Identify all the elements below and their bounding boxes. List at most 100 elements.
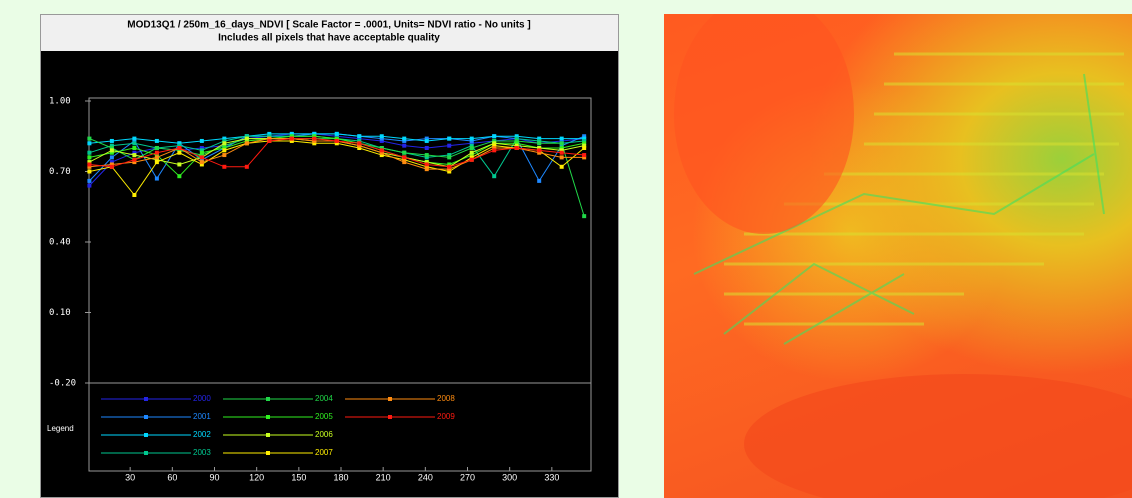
data-point <box>424 138 429 143</box>
data-point <box>177 146 182 150</box>
data-point <box>514 134 519 139</box>
data-point <box>154 176 159 181</box>
data-point <box>244 141 249 146</box>
data-point <box>154 153 159 158</box>
data-point <box>109 150 114 155</box>
data-point <box>109 143 114 148</box>
data-point <box>402 136 407 141</box>
data-point <box>109 146 114 150</box>
data-point <box>582 214 587 219</box>
data-point <box>469 138 474 143</box>
data-point <box>559 164 564 169</box>
data-point <box>267 131 272 136</box>
data-point <box>582 138 587 143</box>
data-point <box>154 160 159 165</box>
x-tick-label: 180 <box>333 472 348 482</box>
data-point <box>289 136 294 141</box>
data-point <box>87 160 92 165</box>
plot-frame <box>88 97 592 472</box>
data-point <box>514 136 519 141</box>
data-point <box>177 162 182 167</box>
data-point <box>132 138 137 143</box>
data-point <box>559 136 564 141</box>
legend-swatch-marker <box>266 433 270 437</box>
data-point <box>537 136 542 141</box>
data-point <box>312 138 317 143</box>
x-tick-label: 30 <box>125 472 135 482</box>
legend-title: Legend <box>47 424 74 433</box>
data-point <box>424 162 429 167</box>
data-point <box>177 174 182 179</box>
data-point <box>334 134 339 139</box>
data-point <box>222 148 227 153</box>
data-point <box>492 134 497 139</box>
data-point <box>582 136 587 141</box>
data-point <box>87 141 92 146</box>
data-point <box>582 134 587 139</box>
data-point <box>424 146 429 150</box>
data-point <box>537 146 542 150</box>
data-point <box>312 131 317 136</box>
legend-swatch-marker <box>266 397 270 401</box>
legend-swatch-marker <box>266 451 270 455</box>
data-point <box>469 155 474 160</box>
data-point <box>379 134 384 139</box>
data-point <box>492 141 497 146</box>
legend-label: 2005 <box>315 412 333 421</box>
data-point <box>582 155 587 160</box>
data-point <box>447 167 452 172</box>
data-point <box>154 146 159 150</box>
data-point <box>199 153 204 158</box>
data-point <box>447 143 452 148</box>
data-point <box>222 141 227 146</box>
data-point <box>424 164 429 169</box>
data-point <box>469 146 474 150</box>
data-point <box>177 141 182 146</box>
data-point <box>424 136 429 141</box>
data-point <box>402 160 407 165</box>
data-point <box>222 136 227 141</box>
data-point <box>132 141 137 146</box>
data-point <box>222 138 227 143</box>
data-point <box>87 155 92 160</box>
data-point <box>244 138 249 143</box>
data-point <box>199 162 204 167</box>
legend-label: 2008 <box>437 394 455 403</box>
x-tick-label: 90 <box>209 472 219 482</box>
data-point <box>537 138 542 143</box>
data-point <box>402 143 407 148</box>
data-point <box>379 138 384 143</box>
data-point <box>424 155 429 160</box>
legend-label: 2009 <box>437 412 455 421</box>
x-tick-label: 330 <box>544 472 559 482</box>
data-point <box>87 183 92 188</box>
data-point <box>379 146 384 150</box>
data-point <box>199 146 204 150</box>
data-point <box>469 157 474 162</box>
legend-swatch-marker <box>144 451 148 455</box>
data-point <box>582 141 587 146</box>
data-point <box>177 143 182 148</box>
data-point <box>132 136 137 141</box>
data-point <box>177 150 182 155</box>
y-tick-label: 1.00 <box>49 97 71 107</box>
data-point <box>244 164 249 169</box>
satellite-texture <box>674 14 1132 498</box>
data-point <box>379 136 384 141</box>
y-tick-label: 0.70 <box>49 167 71 177</box>
data-point <box>559 150 564 155</box>
data-point <box>87 162 92 167</box>
data-point <box>289 131 294 136</box>
x-tick-label: 210 <box>376 472 391 482</box>
data-point <box>357 138 362 143</box>
data-point <box>402 138 407 143</box>
y-tick-label: -0.20 <box>49 379 76 389</box>
data-point <box>447 136 452 141</box>
data-point <box>87 136 92 141</box>
header-bar <box>41 15 618 51</box>
data-point <box>154 155 159 160</box>
legend-label: 2007 <box>315 448 333 457</box>
data-point <box>469 141 474 146</box>
data-point <box>379 153 384 158</box>
